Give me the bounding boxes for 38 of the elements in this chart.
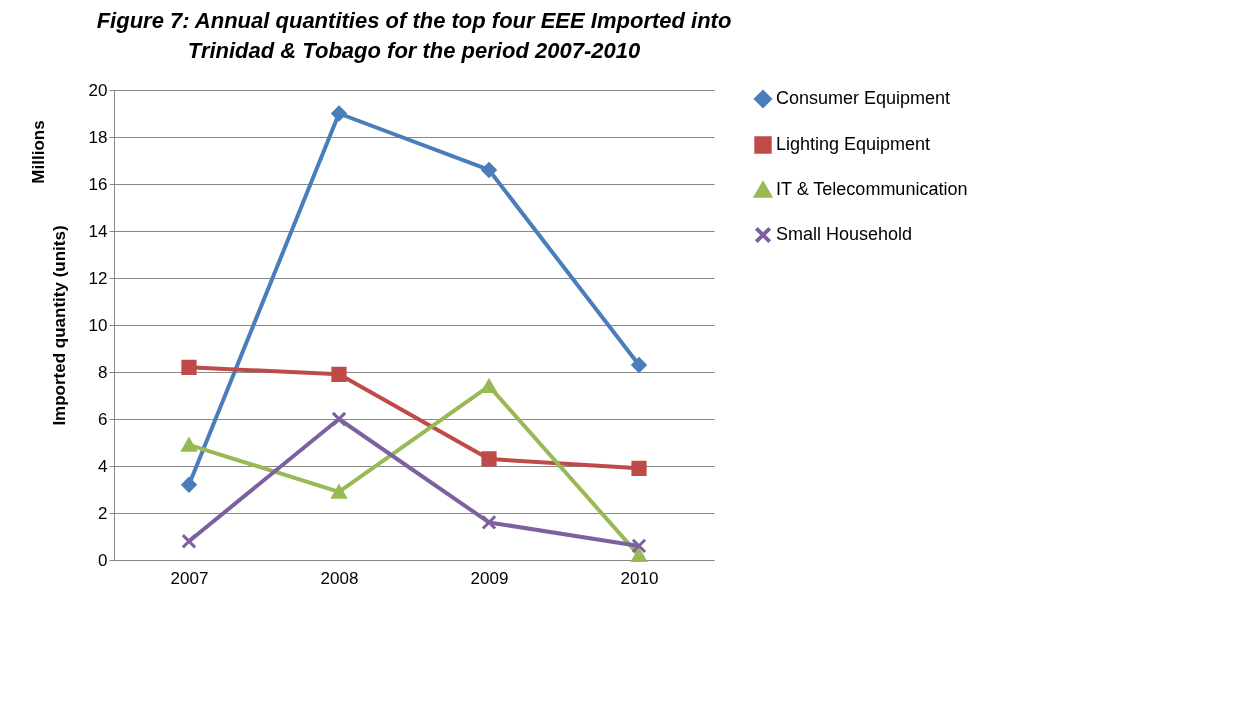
point (331, 105, 347, 122)
y-tick-label: 8 (98, 362, 108, 382)
y-tick-label: 12 (88, 268, 108, 288)
text: Millions (29, 120, 48, 184)
y-tick-label: 16 (88, 174, 108, 194)
point (631, 460, 647, 476)
legend-label: Consumer Equipment (776, 88, 951, 108)
legend-label: IT & Telecommunication (776, 179, 968, 199)
y-tick-label: 2 (98, 503, 108, 523)
y-tick-label: 0 (98, 550, 108, 570)
point (631, 357, 647, 373)
point (331, 485, 347, 499)
x-tick-label: 2010 (620, 568, 659, 588)
point (181, 477, 197, 493)
point (481, 514, 497, 531)
point (481, 162, 497, 178)
x-tick-label: 2007 (170, 568, 209, 588)
y-tick-label: 20 (88, 80, 108, 100)
y-tick-label: 4 (98, 456, 108, 476)
point (631, 538, 647, 554)
x-tick-label: 2009 (470, 568, 509, 588)
point (331, 366, 347, 382)
x-tick-label: 2008 (320, 568, 359, 588)
y-tick-label: 10 (88, 315, 108, 335)
y-tick-label: 6 (98, 409, 108, 429)
y-tick-label: 14 (88, 221, 108, 241)
point (631, 548, 647, 563)
legend-label: Small Household (776, 224, 913, 244)
point (331, 411, 347, 427)
point (181, 438, 197, 452)
chart-title: Figure 7: Annual quantities of the top four EEE Imported into Trinidad & Tobago for the period 2007-2010 (96, 8, 732, 63)
legend-label: Lighting Equipment (776, 134, 931, 154)
point (181, 359, 197, 375)
point (181, 533, 197, 549)
y-axis-title: Imported quantity (units) (49, 225, 69, 426)
y-tick-label: 18 (88, 127, 108, 147)
point (481, 451, 497, 467)
point (481, 379, 497, 393)
